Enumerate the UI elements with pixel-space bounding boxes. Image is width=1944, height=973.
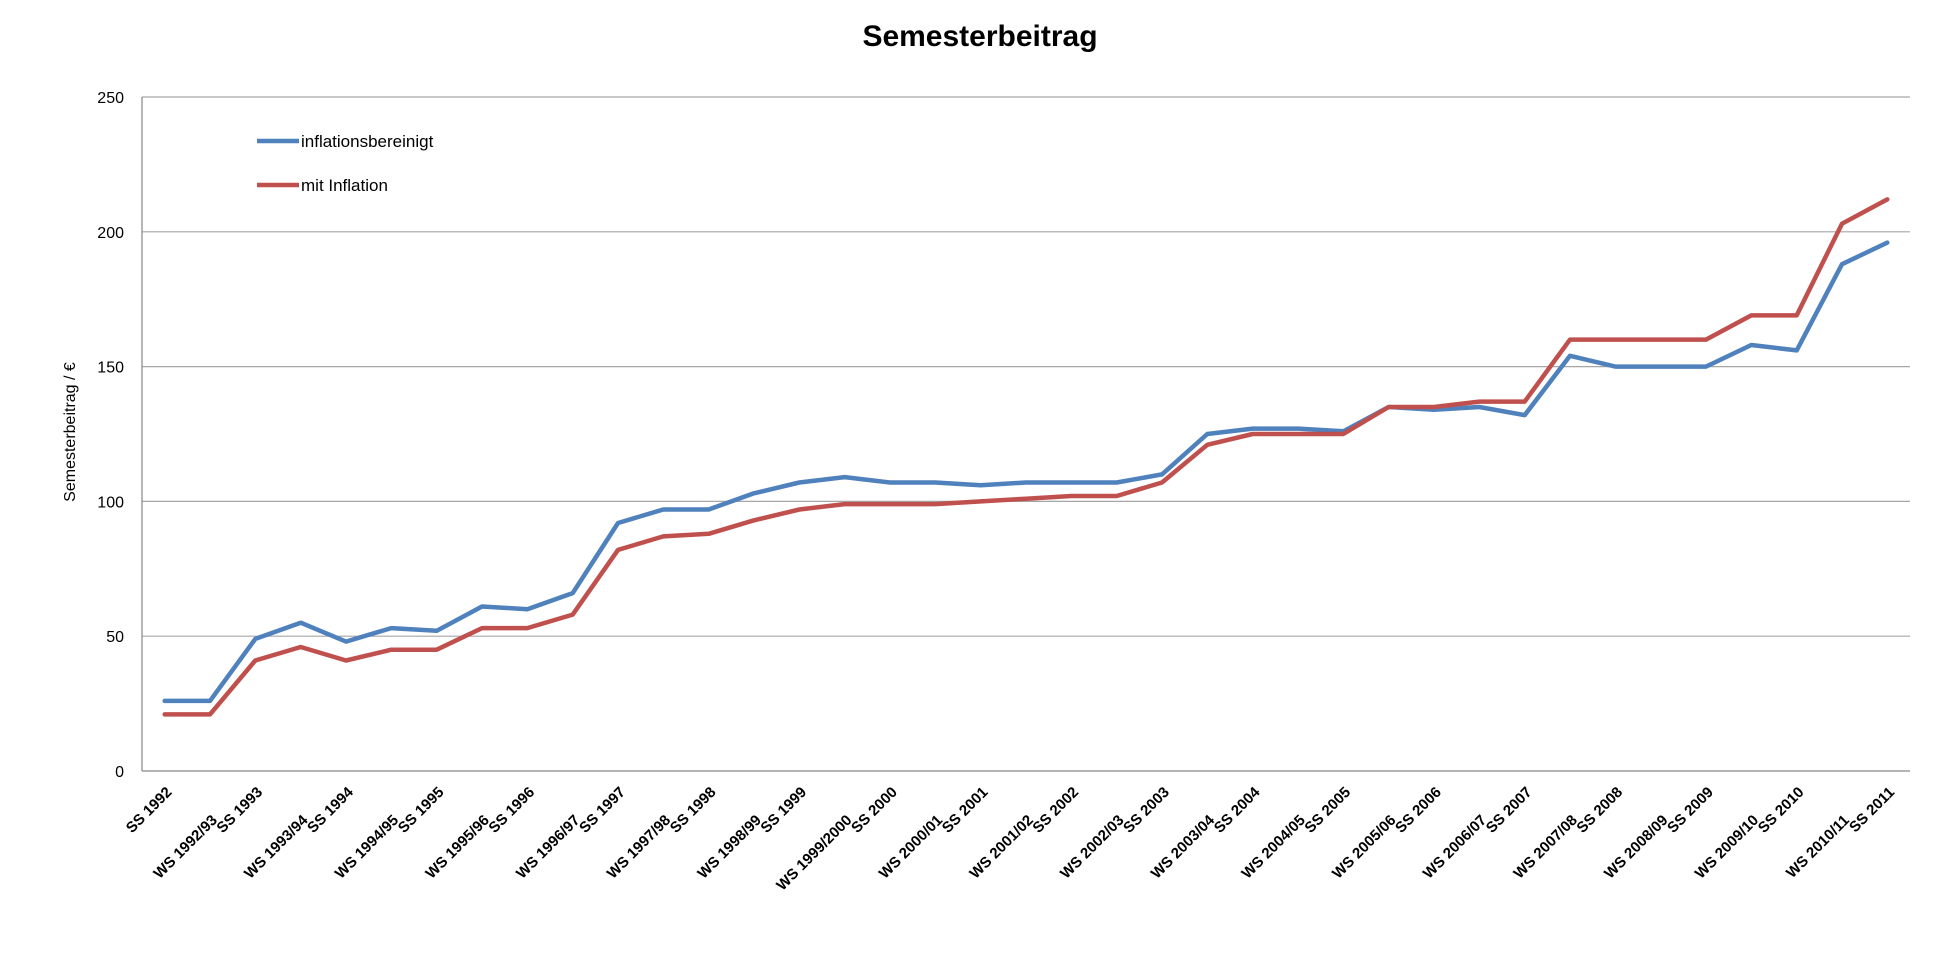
x-tick-label: SS 1998: [667, 784, 720, 837]
gridlines: [141, 96, 1910, 772]
x-tick-label: SS 2007: [1483, 784, 1536, 837]
x-tick-label: SS 2001: [939, 784, 992, 837]
y-tick-label: 100: [97, 494, 124, 511]
series-line-1: [162, 240, 1890, 704]
x-tick-label: SS 1997: [576, 784, 629, 837]
y-tick-label: 150: [97, 360, 124, 377]
x-tick-label: SS 2005: [1301, 784, 1354, 837]
y-tick-labels: 0 50 100 150 200 250: [97, 90, 124, 781]
x-tick-label: WS 1996/97: [513, 812, 583, 882]
x-tick-label: WS 1998/99: [694, 812, 764, 882]
y-tick-label: 200: [97, 225, 124, 242]
x-tick-label: SS 2002: [1029, 784, 1082, 837]
x-tick-label: WS 1993/94: [241, 811, 312, 882]
x-tick-label: SS 1995: [395, 784, 448, 837]
x-tick-label: WS 2009/10: [1692, 812, 1762, 882]
x-tick-label: SS 1992: [123, 784, 176, 837]
x-tick-label: WS 1995/96: [422, 812, 492, 882]
x-tick-label: WS 1997/98: [604, 812, 674, 882]
chart-title: Semesterbeitrag: [862, 20, 1097, 53]
y-tick-label: 0: [115, 764, 124, 781]
x-tick-label: SS 2010: [1755, 784, 1808, 837]
x-tick-label: SS 1999: [757, 784, 810, 837]
y-tick-label: 250: [97, 90, 124, 107]
x-tick-label: SS 2008: [1573, 784, 1626, 837]
x-tick-label: WS 1999/2000: [773, 812, 855, 894]
x-tick-label: SS 2000: [848, 784, 901, 837]
legend-label: inflationsbereinigt: [301, 132, 434, 151]
x-tick-label: WS 2010/11: [1783, 812, 1853, 882]
x-tick-label: WS 2005/06: [1329, 812, 1399, 882]
x-tick-label: WS 2002/03: [1057, 812, 1127, 882]
x-tick-label: WS 2003/04: [1148, 811, 1219, 882]
x-tick-label: WS 2000/01: [876, 812, 946, 882]
x-tick-label: SS 1993: [213, 784, 266, 837]
x-tick-label: WS 2006/07: [1420, 812, 1490, 882]
legend: inflationsbereinigt mit Inflation: [257, 132, 434, 195]
x-tick-label: SS 2009: [1664, 784, 1717, 837]
x-tick-label: SS 2011: [1846, 784, 1898, 836]
x-tick-label: WS 1994/95: [332, 812, 402, 882]
series-line-2: [162, 197, 1890, 717]
y-tick-label: 50: [106, 629, 124, 646]
x-tick-label: WS 2008/09: [1601, 812, 1671, 882]
x-tick-label: WS 2007/08: [1510, 812, 1580, 882]
y-axis-title: Semesterbeitrag / €: [62, 362, 79, 502]
x-tick-label: SS 2004: [1211, 783, 1264, 836]
x-tick-label: SS 1994: [304, 783, 357, 836]
x-tick-label: WS 2001/02: [966, 812, 1036, 882]
legend-label: mit Inflation: [301, 176, 388, 195]
x-tick-label: SS 2006: [1392, 784, 1445, 837]
x-tick-label: WS 2004/05: [1238, 812, 1308, 882]
x-tick-label: SS 1996: [485, 784, 538, 837]
x-tick-label: SS 2003: [1120, 784, 1173, 837]
series-lines: [162, 197, 1890, 717]
x-tick-label: WS 1992/93: [150, 812, 220, 882]
